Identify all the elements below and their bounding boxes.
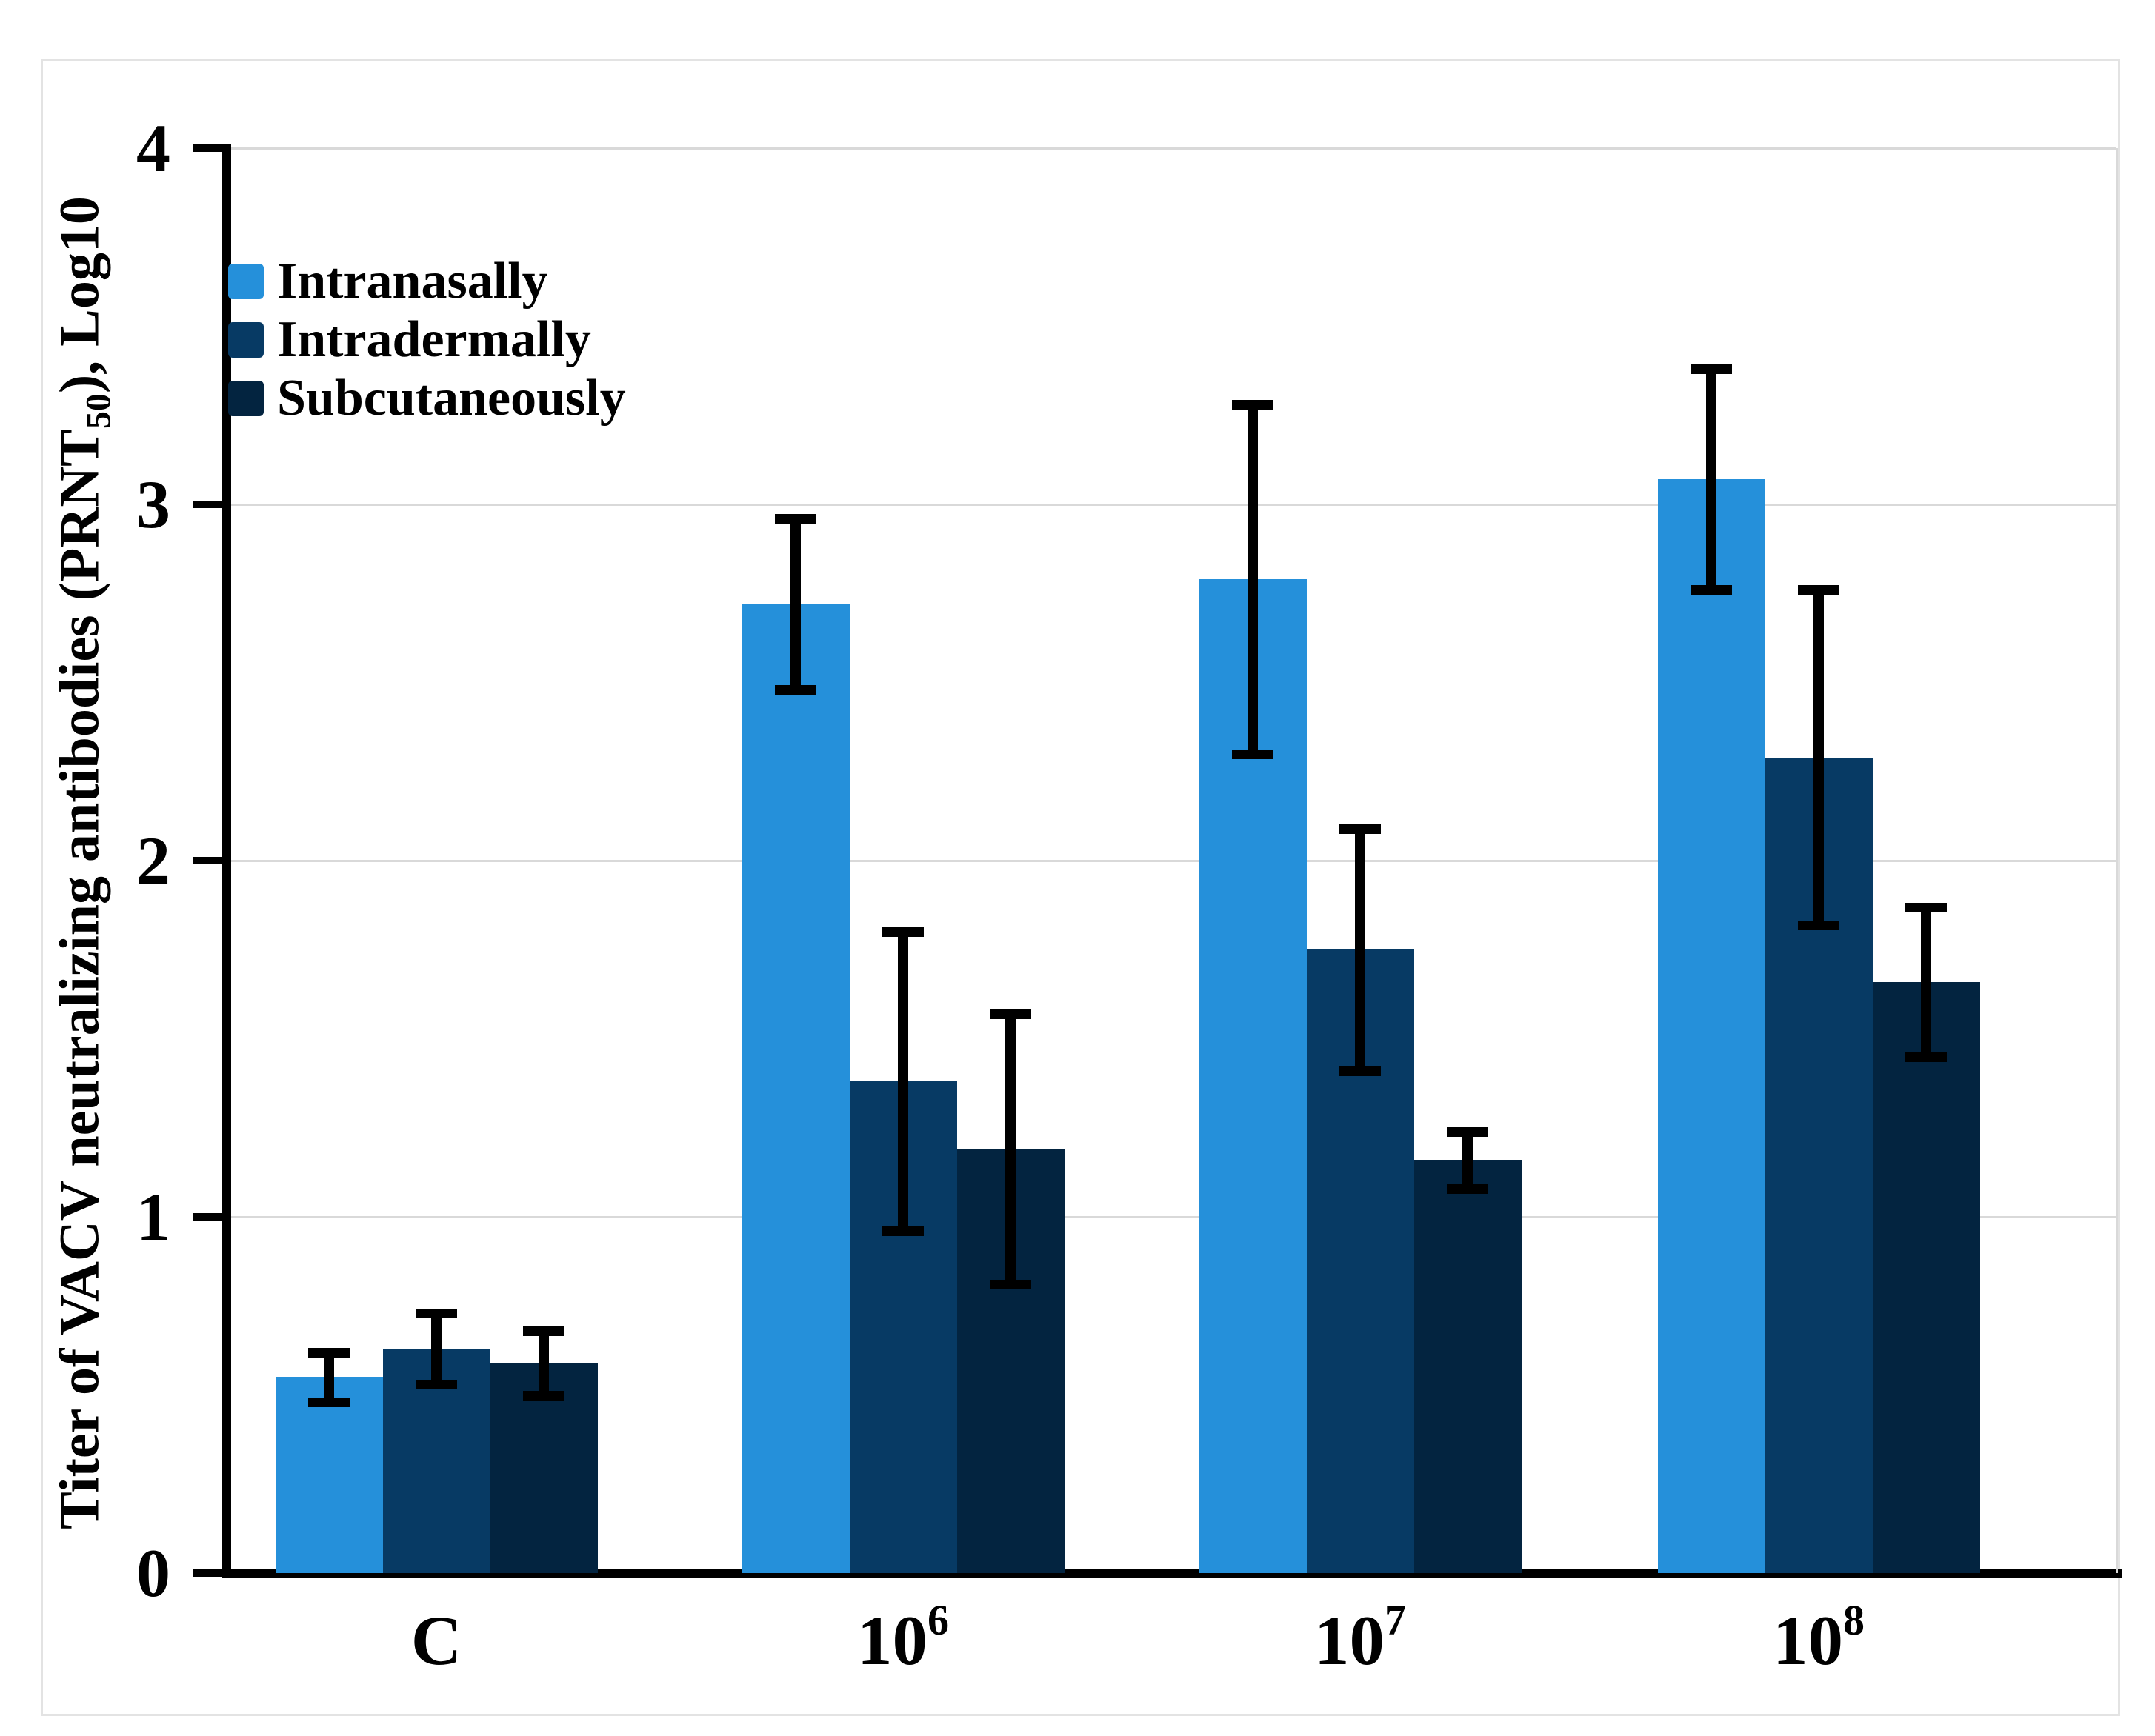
gridline-y3 bbox=[231, 504, 2116, 506]
gridline-y2 bbox=[231, 860, 2116, 862]
gridline-y4 bbox=[231, 147, 2116, 150]
error-cap-upper-subcutaneously-group0 bbox=[523, 1326, 564, 1336]
error-bar-subcutaneously-group1 bbox=[1005, 1013, 1016, 1285]
x-tick-label-base: 10 bbox=[1314, 1601, 1385, 1680]
error-cap-lower-subcutaneously-group1 bbox=[990, 1280, 1031, 1290]
y-tick-label-0: 0 bbox=[136, 1535, 170, 1611]
x-tick-label-C: C bbox=[288, 1600, 584, 1681]
legend-label: Intranasally bbox=[277, 253, 548, 310]
error-cap-lower-intranasally-group3 bbox=[1691, 585, 1732, 595]
x-tick-label-106: 106 bbox=[755, 1596, 1051, 1681]
y-tick-label-4: 4 bbox=[136, 110, 170, 186]
error-bar-intradermally-group1 bbox=[898, 932, 908, 1232]
error-cap-lower-subcutaneously-group0 bbox=[523, 1390, 564, 1401]
error-cap-upper-intranasally-group2 bbox=[1232, 400, 1273, 410]
error-bar-subcutaneously-group2 bbox=[1462, 1131, 1473, 1189]
error-bar-subcutaneously-group3 bbox=[1921, 907, 1931, 1057]
bar-intranasally-group0 bbox=[275, 1377, 383, 1573]
error-cap-lower-intranasally-group0 bbox=[308, 1398, 350, 1408]
y-tick-mark-1 bbox=[193, 1213, 224, 1221]
error-cap-upper-intranasally-group1 bbox=[775, 514, 816, 524]
error-cap-lower-subcutaneously-group2 bbox=[1447, 1184, 1488, 1194]
y-axis-title-suffix: ), Log10 bbox=[48, 196, 111, 394]
y-tick-mark-2 bbox=[193, 857, 224, 864]
error-cap-lower-intranasally-group2 bbox=[1232, 749, 1273, 759]
bar-subcutaneously-group2 bbox=[1413, 1160, 1522, 1573]
error-cap-upper-intranasally-group0 bbox=[308, 1347, 350, 1358]
error-bar-intradermally-group2 bbox=[1355, 828, 1365, 1071]
error-cap-upper-subcutaneously-group1 bbox=[990, 1009, 1031, 1019]
bar-subcutaneously-group3 bbox=[1872, 981, 1980, 1573]
error-bar-intradermally-group0 bbox=[431, 1312, 442, 1385]
error-cap-lower-intradermally-group0 bbox=[416, 1380, 457, 1390]
legend: Intranasally Intradermally Subcutaneousl… bbox=[228, 252, 626, 427]
y-tick-mark-3 bbox=[193, 501, 224, 508]
legend-item-intradermally: Intradermally bbox=[228, 310, 626, 369]
y-tick-label-2: 2 bbox=[136, 823, 170, 898]
error-cap-upper-subcutaneously-group3 bbox=[1905, 902, 1947, 912]
error-cap-upper-intradermally-group0 bbox=[416, 1308, 457, 1318]
legend-item-subcutaneously: Subcutaneously bbox=[228, 369, 626, 427]
x-axis-line bbox=[222, 1569, 2122, 1578]
error-cap-upper-intranasally-group3 bbox=[1691, 364, 1732, 375]
x-tick-label-exponent: 6 bbox=[927, 1596, 949, 1644]
plot-right-border bbox=[2116, 148, 2118, 1573]
y-tick-label-3: 3 bbox=[136, 467, 170, 542]
legend-swatch-intradermally-icon bbox=[228, 321, 264, 358]
error-cap-lower-intradermally-group1 bbox=[882, 1226, 924, 1237]
error-bar-intranasally-group1 bbox=[790, 518, 801, 690]
error-bar-intranasally-group2 bbox=[1248, 404, 1258, 754]
y-axis-line bbox=[222, 144, 231, 1578]
legend-item-intranasally: Intranasally bbox=[228, 252, 626, 310]
legend-label: Subcutaneously bbox=[277, 370, 626, 427]
bar-intranasally-group3 bbox=[1657, 479, 1765, 1573]
y-tick-label-1: 1 bbox=[136, 1179, 170, 1255]
x-tick-label-108: 108 bbox=[1671, 1596, 1967, 1681]
error-cap-upper-intradermally-group2 bbox=[1339, 824, 1381, 834]
legend-swatch-intranasally-icon bbox=[228, 263, 264, 299]
error-cap-upper-subcutaneously-group2 bbox=[1447, 1126, 1488, 1137]
gridline-y1 bbox=[231, 1216, 2116, 1218]
error-cap-lower-intradermally-group3 bbox=[1798, 920, 1839, 930]
x-tick-label-exponent: 7 bbox=[1385, 1596, 1406, 1644]
legend-label: Intradermally bbox=[277, 311, 591, 368]
figure-border bbox=[41, 59, 2120, 1716]
error-bar-intranasally-group0 bbox=[324, 1352, 334, 1403]
legend-swatch-subcutaneously-icon bbox=[228, 380, 264, 416]
error-cap-lower-intradermally-group2 bbox=[1339, 1066, 1381, 1076]
error-cap-lower-subcutaneously-group3 bbox=[1905, 1052, 1947, 1062]
y-tick-mark-4 bbox=[193, 144, 224, 152]
x-tick-label-base: 10 bbox=[857, 1601, 927, 1680]
x-tick-label-exponent: 8 bbox=[1843, 1596, 1865, 1644]
error-bar-intranasally-group3 bbox=[1706, 369, 1716, 590]
y-tick-mark-0 bbox=[193, 1569, 224, 1577]
y-axis-title-subscript: 50 bbox=[79, 393, 119, 430]
error-bar-subcutaneously-group0 bbox=[539, 1330, 549, 1395]
error-cap-upper-intradermally-group3 bbox=[1798, 585, 1839, 595]
error-cap-upper-intradermally-group1 bbox=[882, 927, 924, 938]
y-axis-title-text: Titer of VACV neutralizing antibodies (P… bbox=[48, 429, 111, 1529]
error-cap-lower-intranasally-group1 bbox=[775, 685, 816, 695]
x-tick-label-base: C bbox=[410, 1601, 462, 1680]
error-bar-intradermally-group3 bbox=[1813, 590, 1824, 925]
bar-intranasally-group1 bbox=[742, 604, 850, 1573]
x-tick-label-base: 10 bbox=[1773, 1601, 1843, 1680]
x-tick-label-107: 107 bbox=[1212, 1596, 1508, 1681]
